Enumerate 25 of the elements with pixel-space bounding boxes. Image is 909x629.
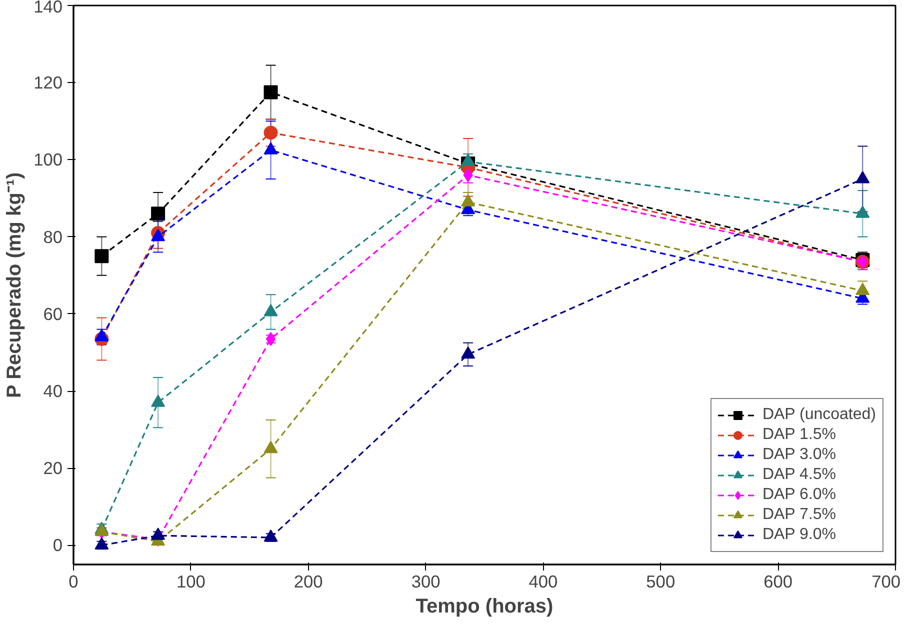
- y-tick-label: 0: [52, 535, 63, 556]
- x-tick-label: 700: [872, 572, 901, 592]
- x-tick-label: 500: [646, 572, 676, 592]
- y-tick-label: 140: [34, 0, 63, 16]
- legend-label: DAP 9.0%: [762, 526, 836, 544]
- legend-label: DAP 7.5%: [762, 506, 836, 524]
- x-tick-label: 600: [764, 572, 793, 592]
- x-tick-label: 0: [68, 572, 78, 592]
- y-tick-label: 40: [43, 381, 63, 402]
- y-tick-label: 60: [43, 304, 63, 324]
- legend-label: DAP 4.5%: [762, 466, 836, 484]
- legend-label: DAP 6.0%: [762, 486, 836, 504]
- legend-label: DAP 1.5%: [762, 426, 836, 444]
- x-tick-label: 100: [176, 572, 206, 592]
- y-tick-label: 120: [34, 72, 63, 93]
- x-axis-title: Tempo (horas): [416, 596, 554, 618]
- x-tick-label: 300: [411, 572, 440, 592]
- y-tick-label: 20: [43, 458, 63, 478]
- x-tick-label: 200: [294, 572, 323, 592]
- y-tick-label: 100: [34, 150, 63, 170]
- legend-label: DAP 3.0%: [762, 446, 836, 464]
- legend-label: DAP (uncoated): [762, 406, 876, 424]
- y-tick-label: 80: [43, 226, 63, 247]
- x-tick-label: 400: [528, 572, 558, 592]
- y-axis-title: P Recuperado (mg kg⁻¹): [4, 172, 26, 398]
